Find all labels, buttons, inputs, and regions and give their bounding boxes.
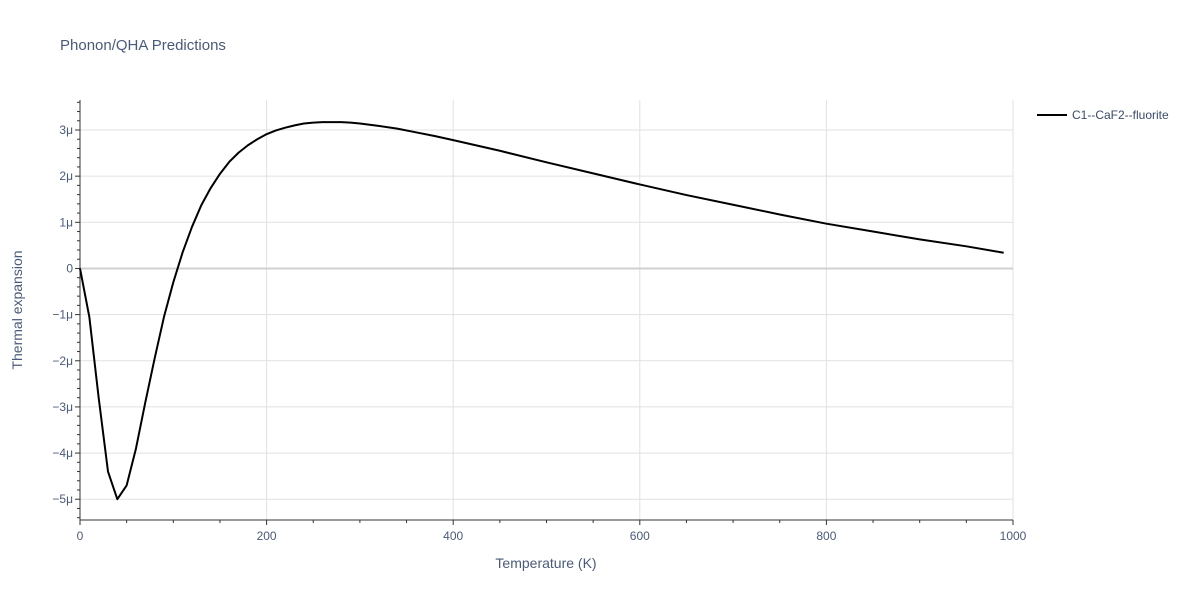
plot-area (79, 121, 1004, 501)
axes (75, 100, 1014, 525)
y-tick-label: −4μ (52, 446, 73, 460)
chart-title: Phonon/QHA Predictions (60, 37, 226, 54)
y-axis-title: Thermal expansion (9, 250, 25, 369)
x-axis-title: Temperature (K) (495, 555, 596, 571)
legend-label: C1--CaF2--fluorite (1072, 108, 1169, 122)
y-tick-label: 3μ (59, 123, 73, 137)
grid-lines (80, 100, 1014, 520)
y-tick-label: −3μ (52, 400, 73, 414)
y-tick-label: 2μ (59, 169, 73, 183)
legend[interactable]: C1--CaF2--fluorite (1037, 108, 1169, 122)
x-tick-label: 200 (257, 529, 277, 543)
x-tick-label: 0 (77, 529, 84, 543)
x-tick-label: 800 (816, 529, 836, 543)
y-tick-label: 0 (66, 261, 73, 275)
y-tick-label: −5μ (52, 492, 73, 506)
x-tick-label: 600 (630, 529, 650, 543)
series-line (79, 121, 1004, 501)
x-tick-label: 400 (443, 529, 463, 543)
x-tick-label: 1000 (1000, 529, 1027, 543)
y-tick-label: −1μ (52, 308, 73, 322)
y-tick-label: −2μ (52, 354, 73, 368)
tick-labels: 0 200 400 600 800 1000 −5μ −4μ −3μ −2μ −1μ 0 1μ 2μ 3μ (52, 123, 1026, 543)
y-tick-label: 1μ (59, 215, 73, 229)
